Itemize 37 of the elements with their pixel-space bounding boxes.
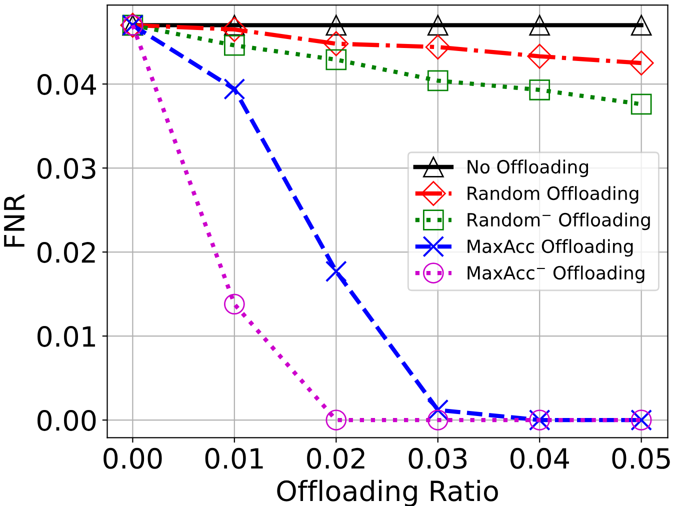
y-tick-label: 0.00	[38, 410, 96, 431]
point	[224, 78, 246, 100]
legend-label: MaxAcc Offloading	[468, 239, 633, 257]
point	[630, 14, 652, 36]
point	[527, 44, 552, 69]
y-tick-label: 0.02	[38, 242, 95, 263]
y-tick-label: 0.03	[38, 158, 96, 179]
point	[427, 70, 448, 92]
point	[224, 34, 245, 56]
x-tick-label: 0.05	[612, 448, 670, 469]
point	[326, 410, 347, 430]
point	[224, 294, 245, 315]
point	[222, 16, 247, 42]
point	[529, 79, 550, 100]
point	[427, 399, 449, 421]
x-tick-label: 0.02	[307, 448, 364, 469]
x-tick-label: 0.01	[205, 448, 263, 469]
point	[326, 14, 347, 36]
y-tick-label: 0.04	[38, 74, 96, 95]
point	[425, 34, 450, 60]
point	[326, 49, 347, 70]
x-tick-label: 0.03	[408, 448, 467, 469]
point	[630, 94, 652, 115]
legend-label: No Offloading	[468, 160, 588, 178]
legend-label: Random$^{−}$ Offloading	[468, 212, 650, 230]
legend-label: Random Offloading	[468, 186, 638, 204]
point	[325, 260, 347, 282]
point	[529, 14, 550, 36]
point	[324, 31, 349, 56]
point	[427, 410, 448, 430]
point	[427, 14, 448, 36]
y-tick-label: 0.01	[38, 326, 95, 347]
point	[628, 50, 654, 76]
y-axis-title: FNR	[4, 194, 24, 247]
x-tick-label: 0.04	[510, 448, 569, 469]
x-tick-label: 0.00	[104, 448, 162, 469]
legend-label: MaxAcc$^{−}$ Offloading	[468, 266, 644, 284]
